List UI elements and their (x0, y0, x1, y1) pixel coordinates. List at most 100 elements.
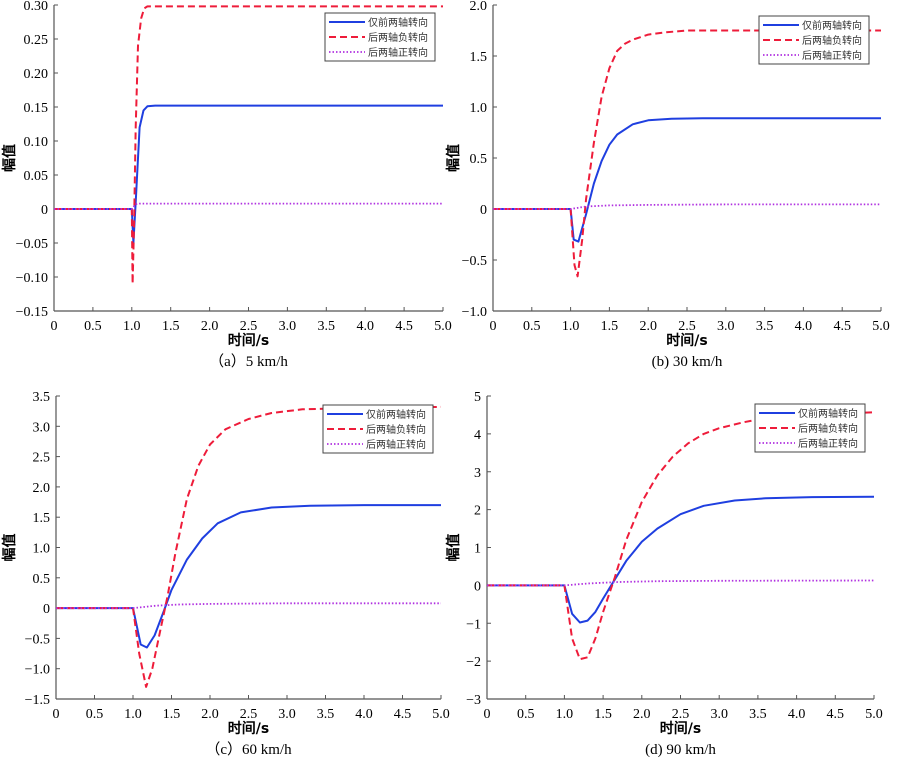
x-tick-label: 1.5 (601, 319, 619, 334)
x-tick-label: 2.5 (678, 319, 696, 334)
y-tick-label: 0.05 (24, 169, 49, 184)
x-tick-label: 2.0 (201, 319, 219, 334)
x-tick-label: 2.5 (240, 319, 258, 334)
x-tick-label: 5.0 (432, 707, 450, 722)
y-tick-label: 0 (43, 602, 50, 617)
legend-label-1: 后两轴负转向 (368, 31, 428, 44)
x-tick-label: 5.0 (865, 707, 883, 722)
subplot-1: 0 0.5 1.0 1.5 2.0 2.5 3.0 3.5 4.0 4.5 5.0 −1.0 −0.5 0… (445, 0, 890, 370)
x-tick-label: 0.5 (517, 707, 535, 722)
x-axis-title: 时间/s (660, 720, 701, 737)
y-tick-label: −0.5 (25, 632, 50, 647)
y-tick-label: 1 (474, 542, 481, 557)
x-tick-label: 1.0 (556, 707, 574, 722)
subplot-2: 0 0.5 1.0 1.5 2.0 2.5 3.0 3.5 4.0 4.5 5.0 −1.5 −1.0 −… (1, 390, 450, 758)
y-tick-label: 0.15 (24, 101, 49, 116)
x-tick-label: 0.5 (86, 707, 104, 722)
legend-label-2: 后两轴正转向 (366, 438, 426, 451)
x-tick-label: 4.5 (394, 707, 412, 722)
x-tick-label: 2.5 (672, 707, 690, 722)
y-tick-label: 0.5 (33, 572, 51, 587)
x-tick-label: 3.0 (710, 707, 728, 722)
x-tick-label: 1.5 (594, 707, 612, 722)
y-tick-label: −0.10 (16, 271, 48, 286)
y-axis-title: 幅值 (1, 534, 18, 562)
subplot-caption: （c）60 km/h (205, 741, 292, 758)
y-tick-label: −2 (466, 655, 481, 670)
legend-label-2: 后两轴正转向 (802, 49, 862, 62)
y-tick-label: 1.0 (33, 542, 51, 557)
series-line-0 (54, 104, 443, 244)
y-tick-label: 3.0 (33, 420, 51, 435)
y-tick-label: −1.5 (25, 693, 50, 708)
y-tick-label: −0.05 (16, 237, 48, 252)
y-tick-label: −1.0 (25, 663, 50, 678)
x-tick-label: 3.0 (278, 707, 296, 722)
y-tick-label: −1.0 (462, 305, 487, 320)
y-tick-label: 0 (480, 203, 487, 218)
y-tick-label: 0.10 (24, 135, 49, 150)
x-tick-label: 3.5 (749, 707, 767, 722)
y-tick-label: 0 (41, 203, 48, 218)
x-tick-label: 0.5 (84, 319, 102, 334)
x-tick-label: 1.0 (124, 707, 142, 722)
y-tick-label: −0.15 (16, 305, 48, 320)
series-line-2 (56, 602, 441, 609)
x-tick-label: 0 (53, 707, 60, 722)
x-tick-label: 2.0 (201, 707, 219, 722)
y-tick-label: −0.5 (462, 254, 487, 269)
y-tick-label: 0 (474, 579, 481, 594)
x-tick-label: 3.0 (279, 319, 297, 334)
x-tick-label: 1.0 (123, 319, 141, 334)
x-tick-label: 4.0 (356, 319, 374, 334)
subplot-3: 0 0.5 1.0 1.5 2.0 2.5 3.0 3.5 4.0 4.5 5.0 −3 −2 −1 0 1 2… (445, 390, 883, 758)
y-axis-title: 幅值 (1, 144, 18, 172)
legend-label-0: 仅前两轴转向 (366, 408, 426, 421)
y-tick-label: 1.5 (470, 50, 488, 65)
x-tick-label: 0 (490, 319, 497, 334)
x-tick-label: 4.5 (827, 707, 845, 722)
subplot-0: 0 0.5 1.0 1.5 2.0 2.5 3.0 3.5 4.0 4.5 5.0 −0.15 −0.1… (1, 0, 452, 370)
subplot-caption: (b) 30 km/h (652, 354, 723, 370)
x-tick-label: 3.5 (756, 319, 774, 334)
x-tick-label: 0 (484, 707, 491, 722)
legend-label-1: 后两轴负转向 (366, 423, 426, 436)
subplot-caption: （a）5 km/h (209, 353, 288, 370)
x-axis-title: 时间/s (228, 720, 269, 737)
x-tick-label: 4.5 (395, 319, 413, 334)
x-tick-label: 5.0 (872, 319, 890, 334)
legend-label-2: 后两轴正转向 (798, 437, 858, 450)
x-tick-label: 1.5 (162, 319, 180, 334)
x-tick-label: 3.5 (317, 707, 335, 722)
series-line-1 (54, 5, 443, 285)
y-tick-label: 1.5 (33, 511, 51, 526)
y-axis-title: 幅值 (445, 534, 462, 562)
legend-label-0: 仅前两轴转向 (798, 407, 858, 420)
y-tick-label: 0.25 (24, 33, 49, 48)
x-tick-label: 5.0 (434, 319, 452, 334)
x-tick-label: 4.0 (355, 707, 373, 722)
x-tick-label: 0.5 (523, 319, 541, 334)
x-tick-label: 1.0 (562, 319, 580, 334)
series-line-0 (487, 495, 875, 624)
legend-label-0: 仅前两轴转向 (802, 19, 862, 32)
y-tick-label: 0.30 (24, 0, 49, 14)
series-line-0 (493, 117, 881, 243)
series-line-1 (493, 29, 881, 278)
x-tick-label: 3.5 (318, 319, 336, 334)
legend-label-2: 后两轴正转向 (368, 46, 428, 59)
x-tick-label: 2.5 (240, 707, 258, 722)
y-tick-label: −1 (466, 617, 481, 632)
y-tick-label: 2.5 (33, 451, 51, 466)
x-tick-label: 2.0 (639, 319, 657, 334)
x-tick-label: 1.5 (163, 707, 181, 722)
legend-label-0: 仅前两轴转向 (368, 16, 428, 29)
y-tick-label: −3 (466, 693, 481, 708)
y-tick-label: 2.0 (33, 481, 51, 496)
y-tick-label: 0.20 (24, 67, 49, 82)
legend-label-1: 后两轴负转向 (798, 422, 858, 435)
